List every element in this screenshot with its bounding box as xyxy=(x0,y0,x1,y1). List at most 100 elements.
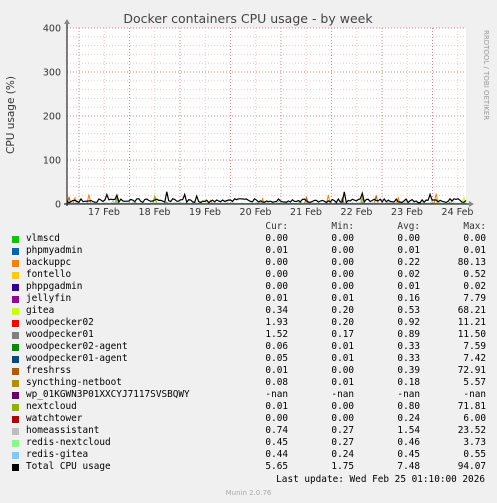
last-update: Last update: Wed Feb 25 01:10:00 2026 xyxy=(276,474,485,485)
legend-max-value: 7.59 xyxy=(463,341,486,352)
legend-max-value: 71.81 xyxy=(457,401,486,412)
legend-cur-value: 0.00 xyxy=(265,257,288,268)
legend-cur-value: 0.44 xyxy=(265,449,288,460)
legend-min-value: 0.00 xyxy=(331,233,354,244)
legend-series-name: woodpecker01-agent xyxy=(26,353,128,364)
legend-cur-value: 0.00 xyxy=(265,281,288,292)
x-tick-label: 18 Feb xyxy=(139,207,171,218)
legend-cur-value: 0.00 xyxy=(265,413,288,424)
y-tick-label: 300 xyxy=(43,68,61,79)
legend-cur-value: 1.52 xyxy=(265,329,288,340)
chart-title: Docker containers CPU usage - by week xyxy=(123,11,373,26)
legend-cur-value: 0.08 xyxy=(265,377,288,388)
chart-plot: Docker containers CPU usage - by week CP… xyxy=(5,11,490,218)
legend-series-name: Total CPU usage xyxy=(26,461,111,472)
legend-min-value: 0.01 xyxy=(331,353,354,364)
col-max: Max: xyxy=(463,221,486,232)
y-tick-label: 0 xyxy=(55,200,61,211)
legend-max-value: 23.52 xyxy=(457,425,486,436)
legend-swatch xyxy=(12,367,19,375)
legend-cur-value: -nan xyxy=(265,389,288,400)
legend-series-name: phppgadmin xyxy=(26,281,83,292)
legend-max-value: 72.91 xyxy=(457,365,486,376)
legend-cur-value: 0.00 xyxy=(265,233,288,244)
legend-min-value: 0.27 xyxy=(331,437,354,448)
legend-avg-value: 0.00 xyxy=(397,233,420,244)
legend-max-value: 0.55 xyxy=(463,449,486,460)
legend-min-value: 0.00 xyxy=(331,401,354,412)
legend-max-value: -nan xyxy=(463,389,486,400)
y-tick-label: 100 xyxy=(43,156,61,167)
legend-swatch xyxy=(12,271,19,279)
legend-swatch xyxy=(12,451,19,459)
legend-max-value: 11.21 xyxy=(457,317,486,328)
legend-avg-value: 0.89 xyxy=(397,329,420,340)
x-tick-label: 23 Feb xyxy=(391,207,423,218)
legend-row: jellyfin 0.01 0.01 0.16 7.79 xyxy=(12,293,490,305)
legend-series-name: freshrss xyxy=(26,365,72,376)
legend-swatch xyxy=(12,415,19,423)
legend-avg-value: 0.01 xyxy=(397,281,420,292)
legend-row: nextcloud 0.01 0.00 0.80 71.81 xyxy=(12,401,490,413)
legend-min-value: 0.00 xyxy=(331,281,354,292)
legend-swatch xyxy=(12,331,19,339)
legend-avg-value: -nan xyxy=(397,389,420,400)
legend-series-name: redis-nextcloud xyxy=(26,437,111,448)
legend-row: watchtower 0.00 0.00 0.24 6.00 xyxy=(12,413,490,425)
x-tick-label: 22 Feb xyxy=(341,207,373,218)
legend-swatch xyxy=(12,463,19,471)
legend-avg-value: 0.02 xyxy=(397,269,420,280)
legend-max-value: 5.57 xyxy=(463,377,486,388)
legend-cur-value: 0.06 xyxy=(265,341,288,352)
legend-swatch xyxy=(12,379,19,387)
legend-series-name: phpmyadmin xyxy=(26,245,83,256)
legend-min-value: 0.01 xyxy=(331,377,354,388)
legend-avg-value: 0.53 xyxy=(397,305,420,316)
legend-avg-value: 0.80 xyxy=(397,401,420,412)
legend-series-name: gitea xyxy=(26,305,55,316)
munin-version: Munin 2.0.76 xyxy=(225,489,272,497)
x-tick-label: 17 Feb xyxy=(88,207,120,218)
x-tick-label: 21 Feb xyxy=(290,207,322,218)
legend-max-value: 7.79 xyxy=(463,293,486,304)
legend-min-value: 0.00 xyxy=(331,413,354,424)
legend-max-value: 0.02 xyxy=(463,281,486,292)
legend-avg-value: 0.18 xyxy=(397,377,420,388)
legend-avg-value: 0.33 xyxy=(397,353,420,364)
x-axis-arrow-icon xyxy=(469,201,474,207)
legend-cur-value: 5.65 xyxy=(265,461,288,472)
legend-row: backuppc 0.00 0.00 0.22 80.13 xyxy=(12,257,490,269)
legend-max-value: 0.00 xyxy=(463,233,486,244)
legend-row: vlmscd 0.00 0.00 0.00 0.00 xyxy=(12,233,490,245)
legend-cur-value: 0.01 xyxy=(265,365,288,376)
legend-swatch xyxy=(12,403,19,411)
legend-series-name: homeassistant xyxy=(26,425,100,436)
legend-swatch xyxy=(12,391,19,399)
legend-row: woodpecker01 1.52 0.17 0.89 11.50 xyxy=(12,329,490,341)
legend-min-value: 0.20 xyxy=(331,317,354,328)
legend-cur-value: 0.74 xyxy=(265,425,288,436)
legend-cur-value: 0.05 xyxy=(265,353,288,364)
legend-min-value: 0.27 xyxy=(331,425,354,436)
legend-row: homeassistant 0.74 0.27 1.54 23.52 xyxy=(12,425,490,437)
legend-min-value: 0.01 xyxy=(331,341,354,352)
legend-max-value: 3.73 xyxy=(463,437,486,448)
legend-row: redis-gitea 0.44 0.24 0.45 0.55 xyxy=(12,449,490,461)
legend-cur-value: 0.34 xyxy=(265,305,288,316)
legend-max-value: 80.13 xyxy=(457,257,486,268)
legend-header: Cur: Min: Avg: Max: xyxy=(12,221,490,233)
legend-row: phppgadmin 0.00 0.00 0.01 0.02 xyxy=(12,281,490,293)
legend-series-name: jellyfin xyxy=(26,293,72,304)
legend-swatch xyxy=(12,295,19,303)
legend-min-value: -nan xyxy=(331,389,354,400)
legend-series-name: redis-gitea xyxy=(26,449,89,460)
series-line xyxy=(66,191,467,204)
legend-avg-value: 0.22 xyxy=(397,257,420,268)
legend-swatch xyxy=(12,307,19,315)
legend-avg-value: 1.54 xyxy=(397,425,420,436)
legend-max-value: 0.52 xyxy=(463,269,486,280)
legend-series-name: nextcloud xyxy=(26,401,77,412)
legend-series-name: fontello xyxy=(26,269,72,280)
legend-series-name: syncthing-netboot xyxy=(26,377,122,388)
legend-min-value: 0.00 xyxy=(331,257,354,268)
